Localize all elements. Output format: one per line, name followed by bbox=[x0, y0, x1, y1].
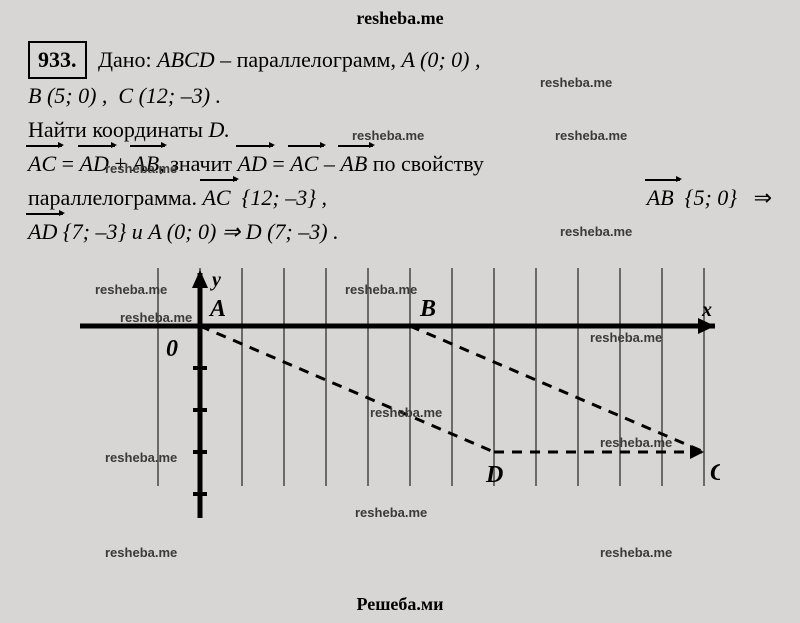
vec-ad-2: AD bbox=[238, 147, 267, 181]
arrow: ⇒ bbox=[754, 185, 772, 210]
page-footer: Решеба.ми bbox=[0, 594, 800, 615]
line-6: AD {7; –3} и A (0; 0) ⇒ D (7; –3) . bbox=[28, 215, 772, 249]
svg-text:A: A bbox=[208, 296, 226, 322]
svg-text:x: x bbox=[701, 299, 712, 321]
vec-ac-3: AC bbox=[202, 181, 230, 215]
watermark: resheba.me bbox=[105, 545, 177, 560]
coordinate-chart: A B D C 0 x y bbox=[80, 268, 720, 518]
line-1: 933. Дано: ABCD – параллелограмм, A (0; … bbox=[28, 41, 772, 79]
problem-number: 933. bbox=[28, 41, 87, 79]
vec-ac-2: AC bbox=[290, 147, 318, 181]
svg-text:C: C bbox=[710, 460, 720, 486]
para-word: параллелограмма. bbox=[28, 185, 202, 210]
abcd: ABCD bbox=[157, 47, 214, 72]
point-a: A (0; 0) , bbox=[401, 47, 480, 72]
svg-text:y: y bbox=[210, 269, 221, 291]
vec-ad-3: AD bbox=[28, 215, 57, 249]
find-d: D. bbox=[208, 117, 229, 142]
point-c: C (12; –3) . bbox=[118, 83, 221, 108]
result: A (0; 0) ⇒ D (7; –3) . bbox=[148, 219, 338, 244]
vec-ab-2: AB bbox=[340, 147, 367, 181]
vec-ab-3: AB bbox=[647, 181, 674, 215]
find-label: Найти координаты bbox=[28, 117, 208, 142]
line-5: параллелограмма. AC {12; –3} , AB {5; 0}… bbox=[28, 181, 772, 215]
ad-val: {7; –3} и bbox=[57, 219, 148, 244]
svg-text:0: 0 bbox=[166, 336, 178, 362]
chart-svg: A B D C 0 x y bbox=[80, 268, 720, 518]
svg-text:D: D bbox=[485, 462, 503, 488]
vec-ad-1: AD bbox=[80, 147, 109, 181]
point-b: B (5; 0) , bbox=[28, 83, 113, 108]
ac-val: {12; –3} , bbox=[236, 185, 327, 210]
line-4: AC = AD + AB, значит AD = AC – AB по сво… bbox=[28, 147, 772, 181]
given-text: – параллелограмм, bbox=[215, 47, 402, 72]
vec-ab-1: AB bbox=[132, 147, 159, 181]
problem-content: 933. Дано: ABCD – параллелограмм, A (0; … bbox=[0, 41, 800, 518]
vec-ac-1: AC bbox=[28, 147, 56, 181]
svg-text:B: B bbox=[419, 296, 436, 322]
given-label: Дано: bbox=[98, 47, 157, 72]
watermark: resheba.me bbox=[600, 545, 672, 560]
ab-val: {5; 0} bbox=[679, 185, 742, 210]
line-3: Найти координаты D. bbox=[28, 113, 772, 147]
page-header: resheba.me bbox=[0, 0, 800, 41]
line-2: B (5; 0) , C (12; –3) . bbox=[28, 79, 772, 113]
